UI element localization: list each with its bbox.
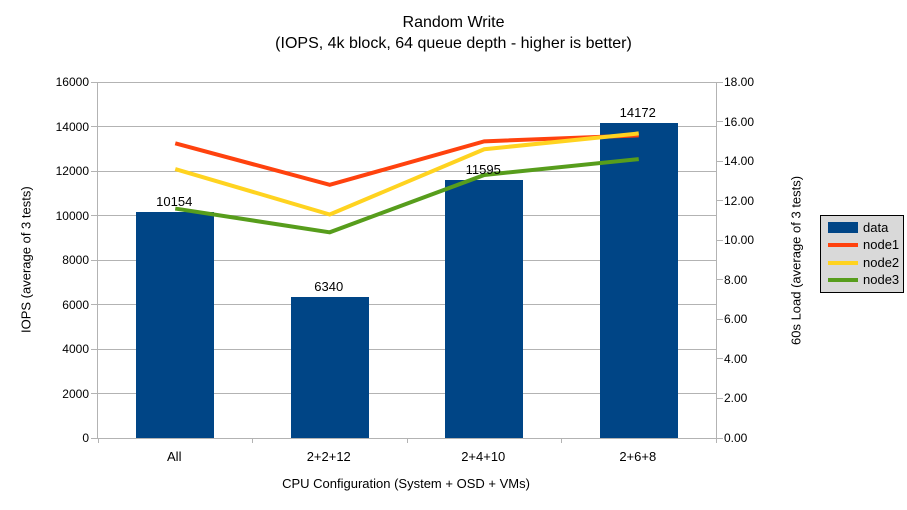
bar <box>599 122 678 438</box>
y-tick-label-right: 8.00 <box>724 272 748 287</box>
bar <box>136 212 215 438</box>
y-tick-label-left: 8000 <box>62 253 89 267</box>
x-category-label: 2+6+8 <box>619 449 657 464</box>
tick-mark-left <box>91 81 98 83</box>
gridline <box>98 393 716 394</box>
bar <box>445 180 524 438</box>
x-category-label: All <box>167 449 182 464</box>
line-series-layer <box>174 131 639 235</box>
tick-mark-left <box>91 170 98 172</box>
tick-mark-bottom <box>715 438 717 443</box>
legend-label: node2 <box>863 254 900 270</box>
tick-mark-left <box>91 259 98 261</box>
tick-mark-right <box>716 397 723 399</box>
tick-mark-right <box>716 81 723 83</box>
y-tick-label-left: 0 <box>82 431 89 445</box>
legend-item: node3 <box>828 273 903 287</box>
series-line-node3 <box>174 157 639 235</box>
y-tick-label-right: 14.00 <box>724 154 755 169</box>
tick-mark-right <box>716 160 723 162</box>
legend-label: data <box>863 219 889 235</box>
y-tick-label-left: 16000 <box>55 75 89 89</box>
tick-mark-left <box>91 304 98 305</box>
x-category-label: 2+4+10 <box>461 449 506 464</box>
gridline <box>98 348 716 350</box>
y-tick-label-right: 10.00 <box>724 233 755 248</box>
legend-line-swatch <box>828 278 858 283</box>
y-tick-label-left: 14000 <box>55 119 89 134</box>
gridline <box>98 170 716 172</box>
bar-value-label: 10154 <box>156 194 193 210</box>
y-tick-label-right: 18.00 <box>724 75 755 89</box>
chart-title-block: Random Write (IOPS, 4k block, 64 queue d… <box>0 12 907 54</box>
legend-line-swatch <box>828 260 858 265</box>
tick-mark-right <box>716 437 723 439</box>
legend-label: node3 <box>863 272 900 288</box>
gridline <box>98 126 716 127</box>
legend-bar-swatch <box>828 222 858 234</box>
legend-item: data <box>828 219 903 235</box>
gridline <box>98 259 716 261</box>
y-tick-label-left: 6000 <box>62 297 89 312</box>
chart-title: Random Write <box>402 14 505 31</box>
gridline <box>98 304 716 305</box>
tick-mark-right <box>716 358 723 360</box>
y-tick-label-left: 4000 <box>62 342 89 356</box>
tick-mark-bottom <box>406 438 408 443</box>
bar-value-label: 6340 <box>314 278 344 294</box>
y-tick-label-right: 0.00 <box>724 431 748 445</box>
legend: data node1 node2 node3 <box>820 215 904 293</box>
legend-item: node2 <box>828 254 903 270</box>
y-tick-label-left: 2000 <box>62 386 89 401</box>
y-tick-label-left: 12000 <box>55 164 89 178</box>
series-line-node1 <box>174 133 639 187</box>
chart-subtitle: (IOPS, 4k block, 64 queue depth - higher… <box>275 35 632 52</box>
tick-mark-right <box>716 200 723 202</box>
tick-mark-right <box>716 318 723 320</box>
y-tick-label-right: 12.00 <box>724 193 755 208</box>
tick-mark-left <box>91 437 98 439</box>
y-tick-label-left: 10000 <box>55 208 89 223</box>
tick-mark-right <box>716 239 723 241</box>
tick-mark-bottom <box>561 438 562 443</box>
gridline <box>98 81 716 83</box>
y-tick-label-right: 4.00 <box>724 351 748 366</box>
y-tick-label-right: 6.00 <box>724 312 748 327</box>
tick-mark-bottom <box>252 438 253 443</box>
plot-area <box>91 81 723 443</box>
legend-line-swatch <box>828 243 858 248</box>
y-axis-title-right: 60s Load (average of 3 tests) <box>788 175 804 345</box>
legend-item: node1 <box>828 238 903 252</box>
tick-mark-bottom <box>97 438 99 443</box>
bar-value-label: 14172 <box>619 104 656 120</box>
tick-mark-left <box>91 348 98 350</box>
tick-mark-right <box>716 121 723 123</box>
y-tick-label-right: 2.00 <box>724 391 748 406</box>
tick-mark-right <box>716 279 723 281</box>
x-axis-title: CPU Configuration (System + OSD + VMs) <box>282 476 530 491</box>
bar <box>290 296 369 438</box>
y-tick-label-right: 16.00 <box>724 114 755 129</box>
bar-value-label: 11595 <box>465 162 501 177</box>
tick-mark-left <box>91 393 98 394</box>
x-category-label: 2+2+12 <box>306 449 351 464</box>
tick-mark-left <box>91 215 98 216</box>
gridline <box>98 215 716 216</box>
legend-label: node1 <box>863 237 900 253</box>
tick-mark-left <box>91 126 98 127</box>
series-line-node2 <box>174 131 639 217</box>
